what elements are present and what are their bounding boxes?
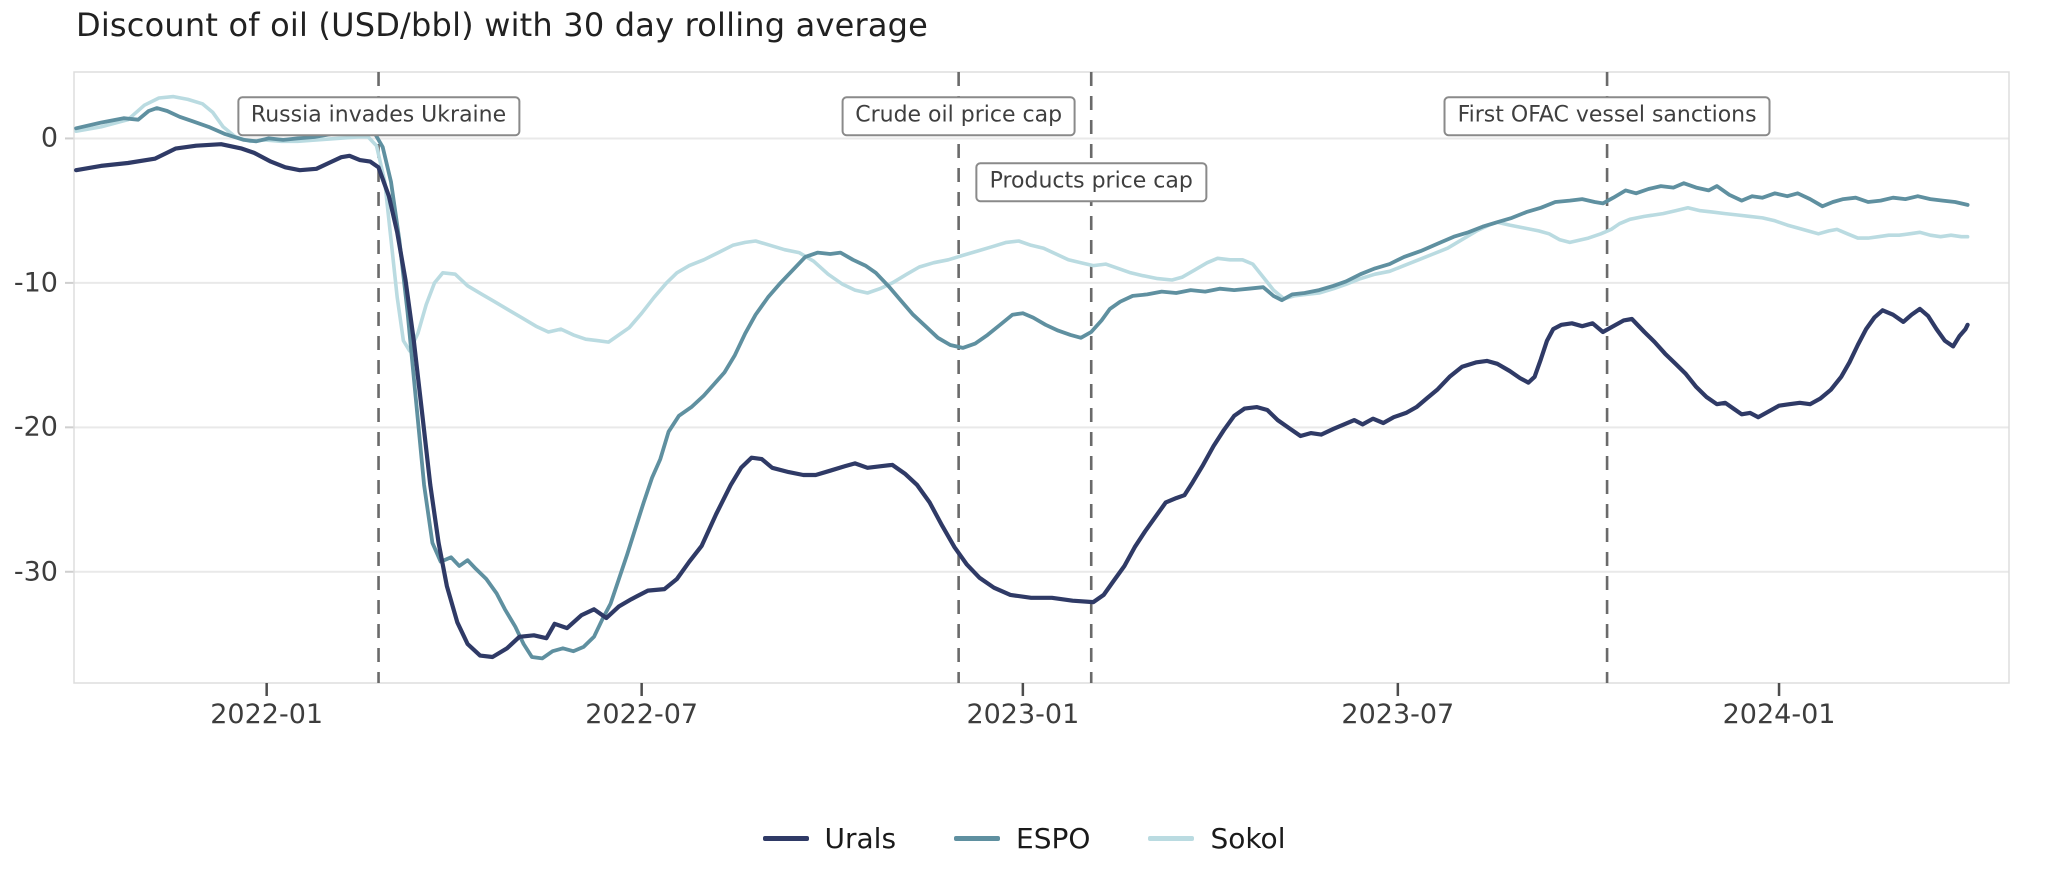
event-label-products-price-cap: Products price cap (975, 162, 1207, 202)
y-tick-label: 0 (40, 122, 58, 154)
legend: Urals ESPO Sokol (0, 810, 2048, 866)
x-tick-label: 2022-07 (585, 699, 699, 730)
series-line-urals (74, 142, 1970, 660)
legend-item-espo: ESPO (954, 822, 1090, 855)
y-tick-label: -30 (13, 556, 58, 588)
y-tick-label: -20 (13, 411, 58, 443)
legend-swatch-urals (762, 835, 809, 841)
legend-item-urals: Urals (762, 821, 897, 855)
event-label-crude-oil-price-cap: Crude oil price cap (841, 96, 1077, 136)
chart-title: Discount of oil (USD/bbl) with 30 day ro… (76, 6, 929, 44)
event-label-first-ofac-vessel-sanctions: First OFAC vessel sanctions (1443, 96, 1771, 136)
panel-border (73, 71, 2010, 684)
legend-label-urals: Urals (824, 821, 897, 855)
x-tick-label: 2022-01 (210, 699, 324, 730)
legend-item-sokol: Sokol (1148, 822, 1285, 855)
series-line-sokol (74, 94, 1970, 353)
x-tick-label: 2023-07 (1341, 699, 1455, 730)
x-tick-label: 2024-01 (1722, 699, 1836, 730)
legend-swatch-espo (954, 835, 1001, 841)
legend-swatch-sokol (1148, 835, 1195, 841)
y-tick-label: -10 (13, 267, 58, 299)
legend-label-espo: ESPO (1016, 821, 1091, 855)
legend-label-sokol: Sokol (1210, 821, 1286, 855)
x-tick-label: 2023-01 (966, 699, 1080, 730)
event-label-russia-invades-ukraine: Russia invades Ukraine (236, 96, 521, 136)
series-line-espo (74, 106, 1970, 661)
